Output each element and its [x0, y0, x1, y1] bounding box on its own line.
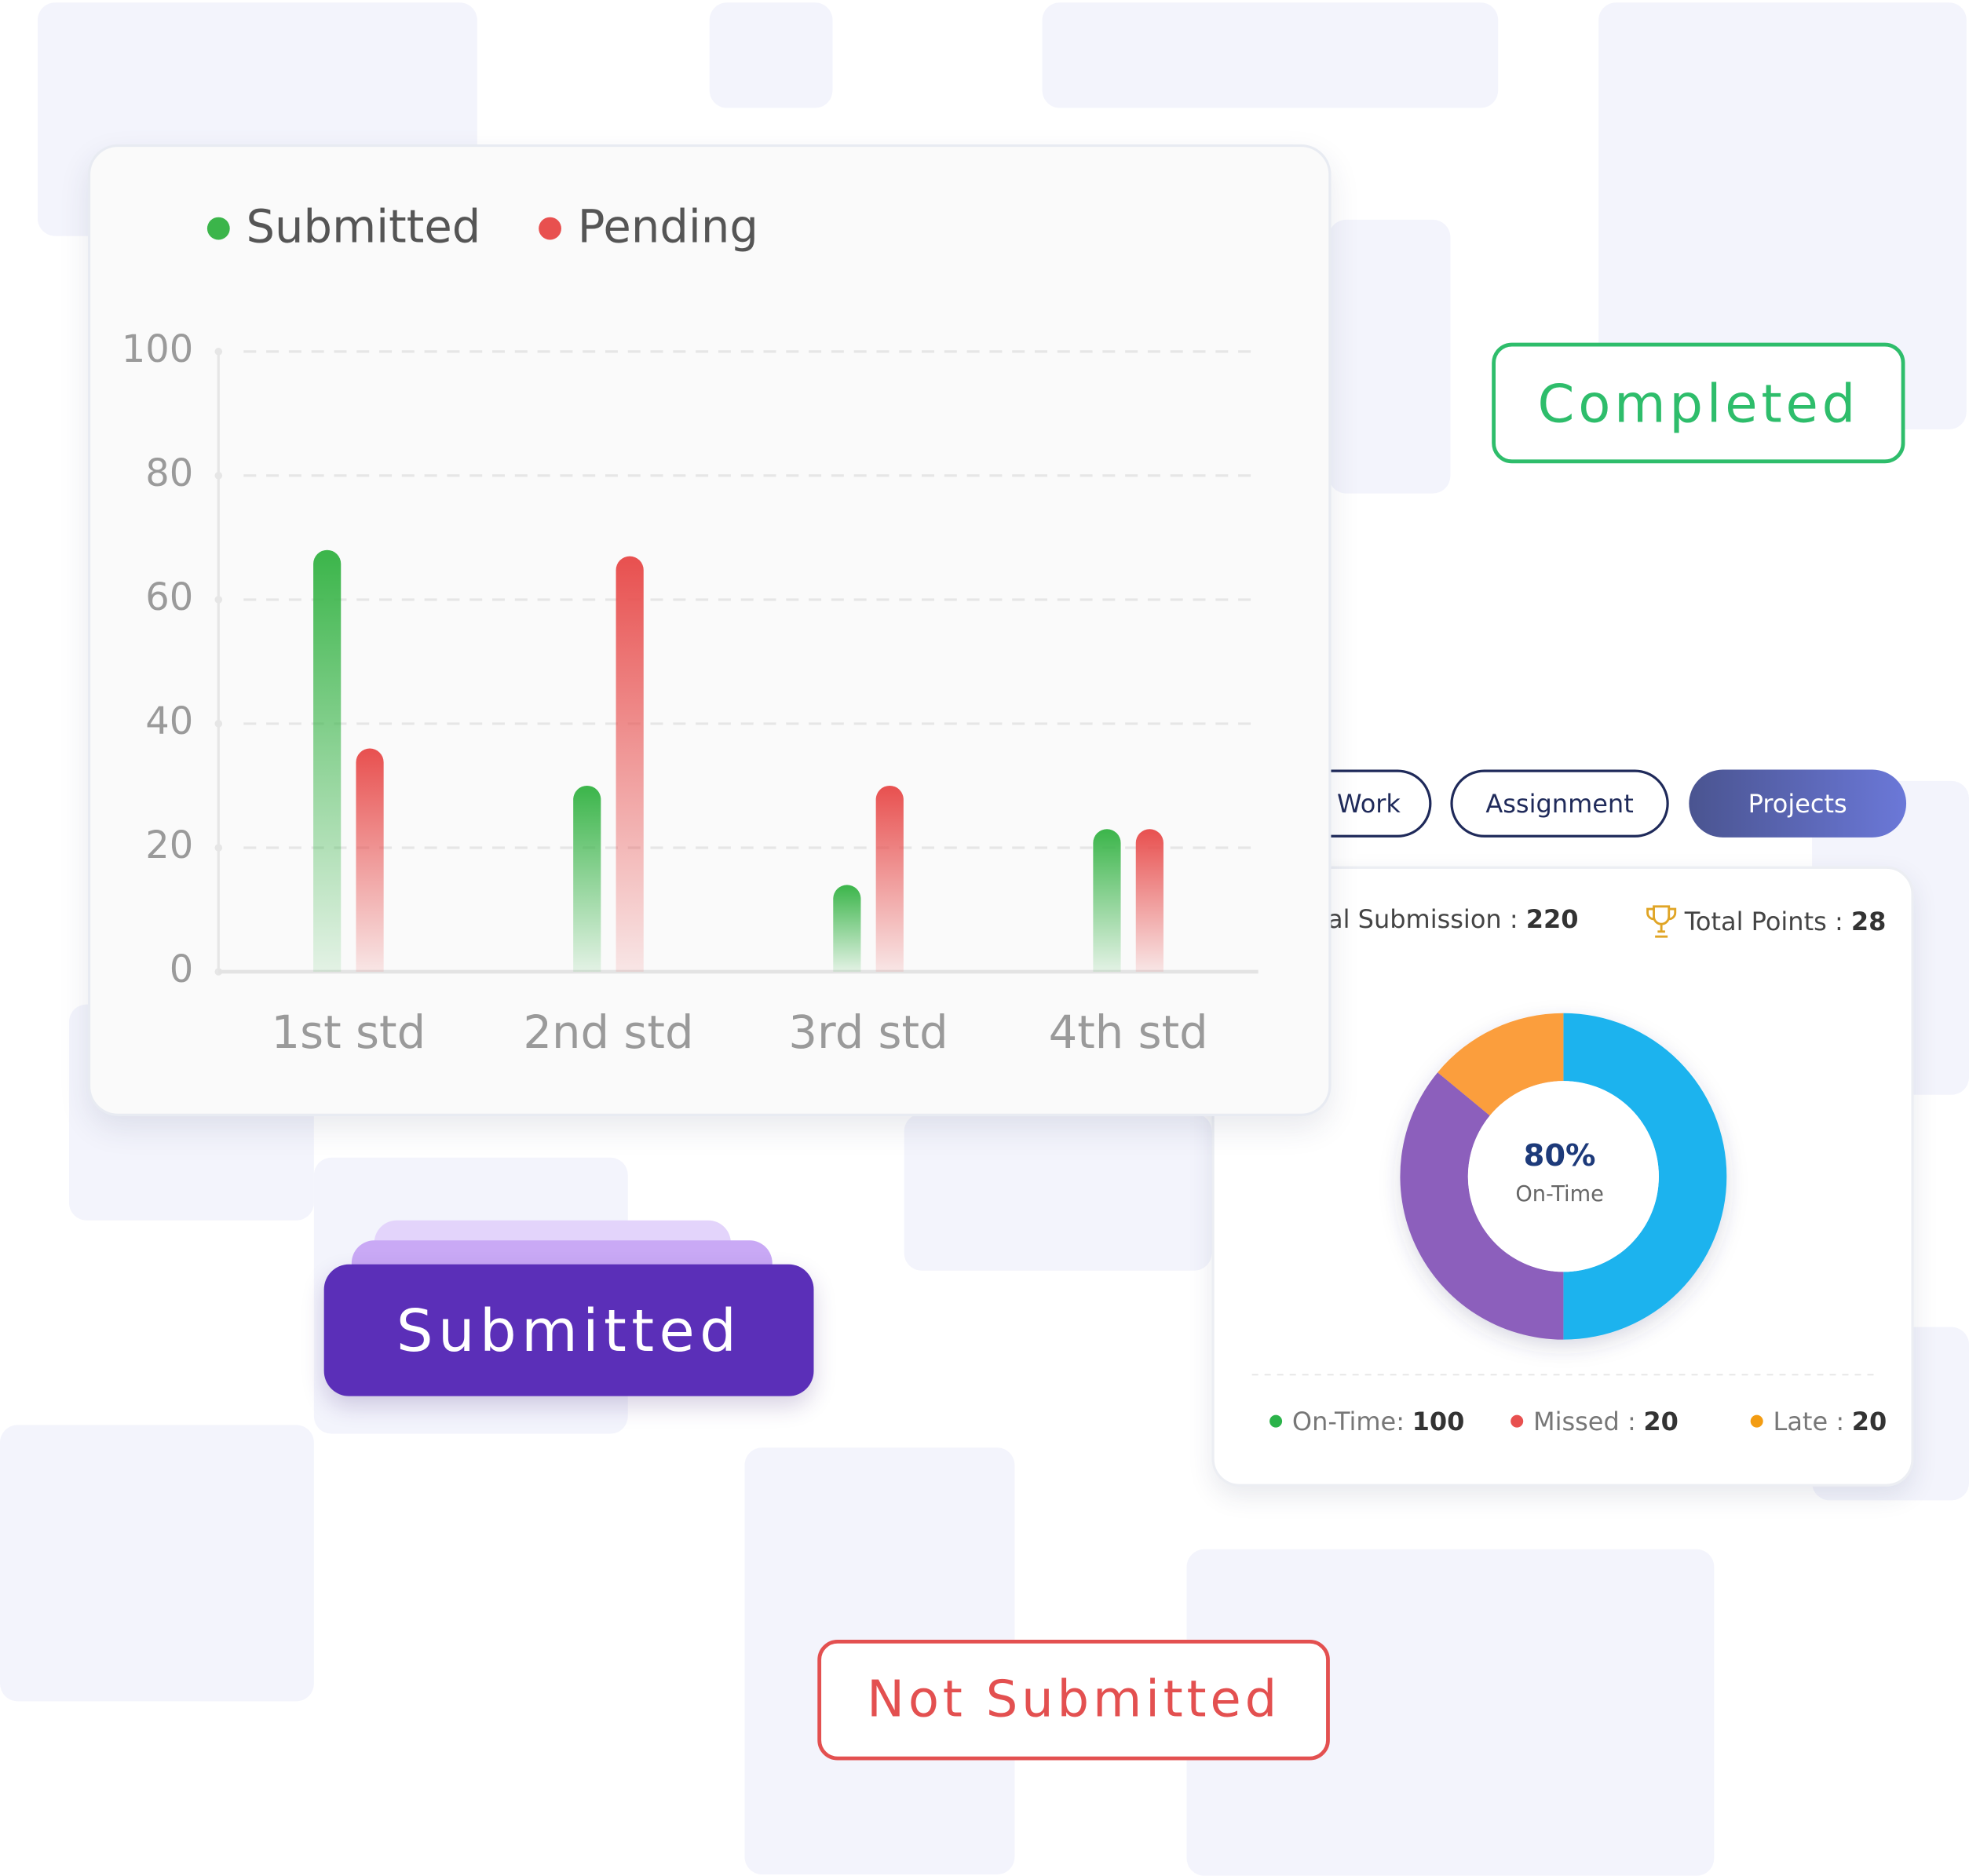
bar	[313, 549, 342, 973]
y-tick-label: 80	[145, 451, 193, 495]
tab-active[interactable]: Projects	[1689, 769, 1907, 838]
submitted-badge: Submitted	[323, 1264, 814, 1396]
bar	[573, 785, 601, 973]
bg-tile	[1328, 219, 1451, 494]
legend-label: Late :	[1773, 1406, 1845, 1436]
legend-label: Pending	[578, 200, 758, 253]
y-tick-label: 60	[145, 575, 193, 619]
stat-value: 220	[1525, 903, 1579, 935]
legend-value: 100	[1412, 1406, 1465, 1436]
bg-tile	[1042, 2, 1499, 108]
bar-chart: 0 20 40 60 80 100 Submitted Pending 1st std 2nd s…	[122, 200, 1258, 1059]
not-submitted-badge: Not Submitted	[817, 1639, 1330, 1761]
badge-text: Completed	[1537, 372, 1860, 434]
donut-slice	[1400, 1072, 1564, 1340]
y-tick-label: 20	[145, 823, 193, 867]
bar-card: 0 20 40 60 80 100 Submitted Pending 1st std 2nd s…	[87, 144, 1332, 1116]
legend-dot	[1511, 1414, 1524, 1428]
bar	[833, 885, 861, 973]
tab[interactable]: Assignment	[1450, 769, 1669, 838]
donut-hole	[1467, 1081, 1659, 1272]
donut	[1400, 1013, 1727, 1340]
bg-tile	[709, 2, 833, 108]
legend-dot	[1750, 1414, 1763, 1428]
legend-dot	[206, 217, 230, 240]
legend-value: 20	[1643, 1406, 1679, 1436]
x-tick-label: 3rd std	[788, 1006, 948, 1059]
legend-dot	[1269, 1414, 1283, 1428]
badge-text: Submitted	[396, 1296, 742, 1364]
bar	[616, 556, 644, 973]
legend-item: Missed :20	[1511, 1406, 1679, 1436]
y-tick-label: 100	[122, 327, 194, 371]
bg-tile	[0, 1425, 314, 1702]
tab-label: Work	[1336, 788, 1401, 819]
stat-value: 28	[1850, 906, 1887, 937]
donut-slice	[1437, 1013, 1564, 1116]
bar	[1135, 829, 1164, 973]
legend-item: On-Time: 100	[1269, 1406, 1464, 1436]
completed-badge: Completed	[1492, 342, 1905, 464]
legend-value: 20	[1851, 1406, 1887, 1436]
donut-chart: 80% On-Time	[1251, 1013, 1874, 1376]
bar	[875, 785, 904, 973]
legend-item: Late :20	[1750, 1406, 1887, 1436]
badge-text: Not Submitted	[867, 1670, 1280, 1729]
trophy-icon	[1646, 905, 1676, 938]
legend-label: Submitted	[247, 200, 481, 253]
bar	[356, 748, 384, 973]
tab-label: Projects	[1748, 788, 1847, 819]
stat-label: Total Points :	[1684, 906, 1843, 937]
donut-slice	[1563, 1013, 1727, 1340]
total-points: Total Points : 28	[1645, 904, 1887, 940]
tab-label: Assignment	[1485, 788, 1634, 819]
legend-label: On-Time:	[1291, 1406, 1405, 1436]
x-tick-label: 4th std	[1049, 1006, 1208, 1059]
center-value: 80%	[1524, 1138, 1596, 1173]
bar	[1093, 829, 1121, 973]
bg-tile	[904, 1113, 1212, 1271]
center-label: On-Time	[1515, 1182, 1603, 1206]
x-tick-label: 1st std	[272, 1006, 426, 1059]
legend-dot	[539, 217, 561, 240]
legend-label: Missed :	[1532, 1406, 1636, 1436]
x-tick-label: 2nd std	[523, 1006, 693, 1059]
y-tick-label: 0	[170, 947, 194, 991]
y-tick-label: 40	[145, 699, 193, 743]
